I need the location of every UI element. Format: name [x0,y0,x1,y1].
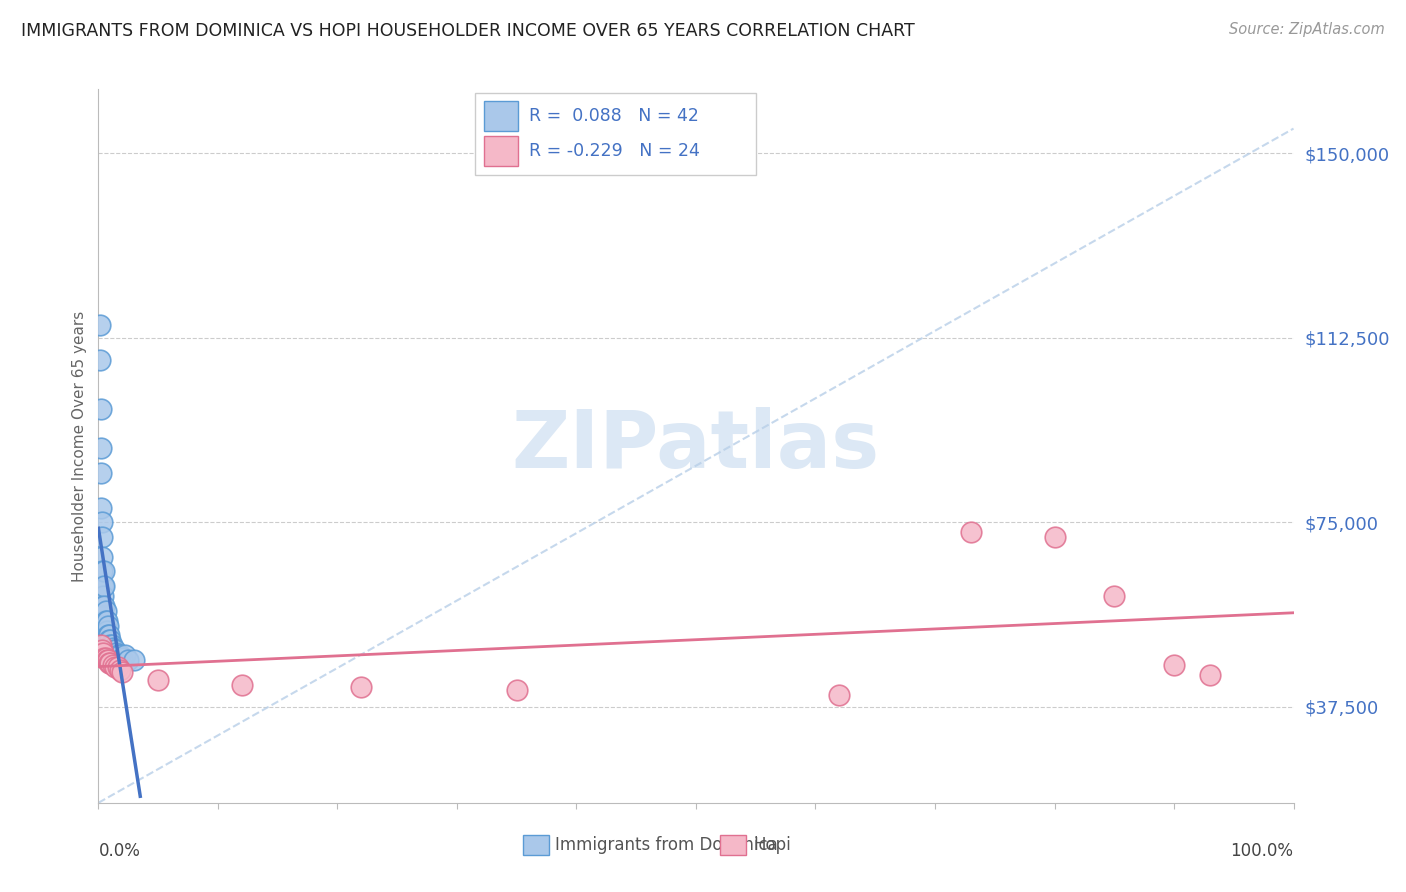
Point [111,650,134,665]
Point [98,633,122,648]
Point [91,516,114,530]
Point [117,653,139,667]
Point [350,680,373,694]
Text: IMMIGRANTS FROM DOMINICA VS HOPI HOUSEHOLDER INCOME OVER 65 YEARS CORRELATION CH: IMMIGRANTS FROM DOMINICA VS HOPI HOUSEHO… [21,22,915,40]
Point [89,352,111,367]
Y-axis label: Householder Income Over 65 years: Householder Income Over 65 years [72,310,87,582]
Point [91,608,114,623]
Bar [523,835,548,855]
Point [91,599,114,613]
Point [91,565,114,579]
Point [97,618,120,632]
Point [97,653,120,667]
Point [89,318,111,333]
Text: 100.0%: 100.0% [1230,842,1294,860]
Point [98,656,121,670]
Point [101,658,124,673]
Text: 0.0%: 0.0% [98,842,141,860]
Point [97,628,120,642]
Point [91,646,114,660]
Point [91,549,114,564]
Point [960,525,983,540]
Point [103,643,125,657]
Point [98,633,121,648]
Point [100,638,122,652]
Point [124,653,146,667]
Point [90,638,112,652]
Point [506,682,529,697]
Point [96,653,118,667]
FancyBboxPatch shape [475,93,756,175]
Point [104,643,127,657]
Point [90,402,112,417]
Point [93,579,115,593]
Text: Immigrants from Dominica: Immigrants from Dominica [555,836,778,854]
Point [104,660,127,674]
Point [96,614,118,628]
Point [98,656,122,670]
Point [90,500,112,515]
Point [93,599,115,613]
Point [91,589,114,603]
Text: R = -0.229   N = 24: R = -0.229 N = 24 [529,143,700,161]
Text: ZIPatlas: ZIPatlas [512,407,880,485]
Text: Source: ZipAtlas.com: Source: ZipAtlas.com [1229,22,1385,37]
Point [105,646,128,660]
Point [94,614,117,628]
Point [107,648,129,662]
Point [98,628,121,642]
Point [96,633,118,648]
Point [96,624,118,638]
Point [91,530,114,544]
Point [93,650,115,665]
Point [148,673,170,687]
Point [101,640,124,655]
Point [94,650,117,665]
Point [828,688,851,702]
Point [107,660,129,674]
Point [93,565,115,579]
Point [1043,530,1066,544]
Point [98,638,121,652]
Point [1199,668,1222,682]
Point [231,678,253,692]
Bar [720,835,747,855]
Point [1104,589,1126,603]
Point [94,604,117,618]
Point [108,663,131,677]
Point [91,643,114,657]
Point [93,614,115,628]
Point [114,648,136,662]
Text: Hopi: Hopi [754,836,792,854]
Point [94,628,117,642]
Text: R =  0.088   N = 42: R = 0.088 N = 42 [529,107,699,125]
Point [91,579,114,593]
Point [90,466,112,480]
Point [108,648,131,662]
Point [98,638,122,652]
Point [111,665,134,680]
Bar [485,136,517,166]
Point [90,442,112,456]
Bar [485,101,517,130]
Point [1163,658,1185,673]
